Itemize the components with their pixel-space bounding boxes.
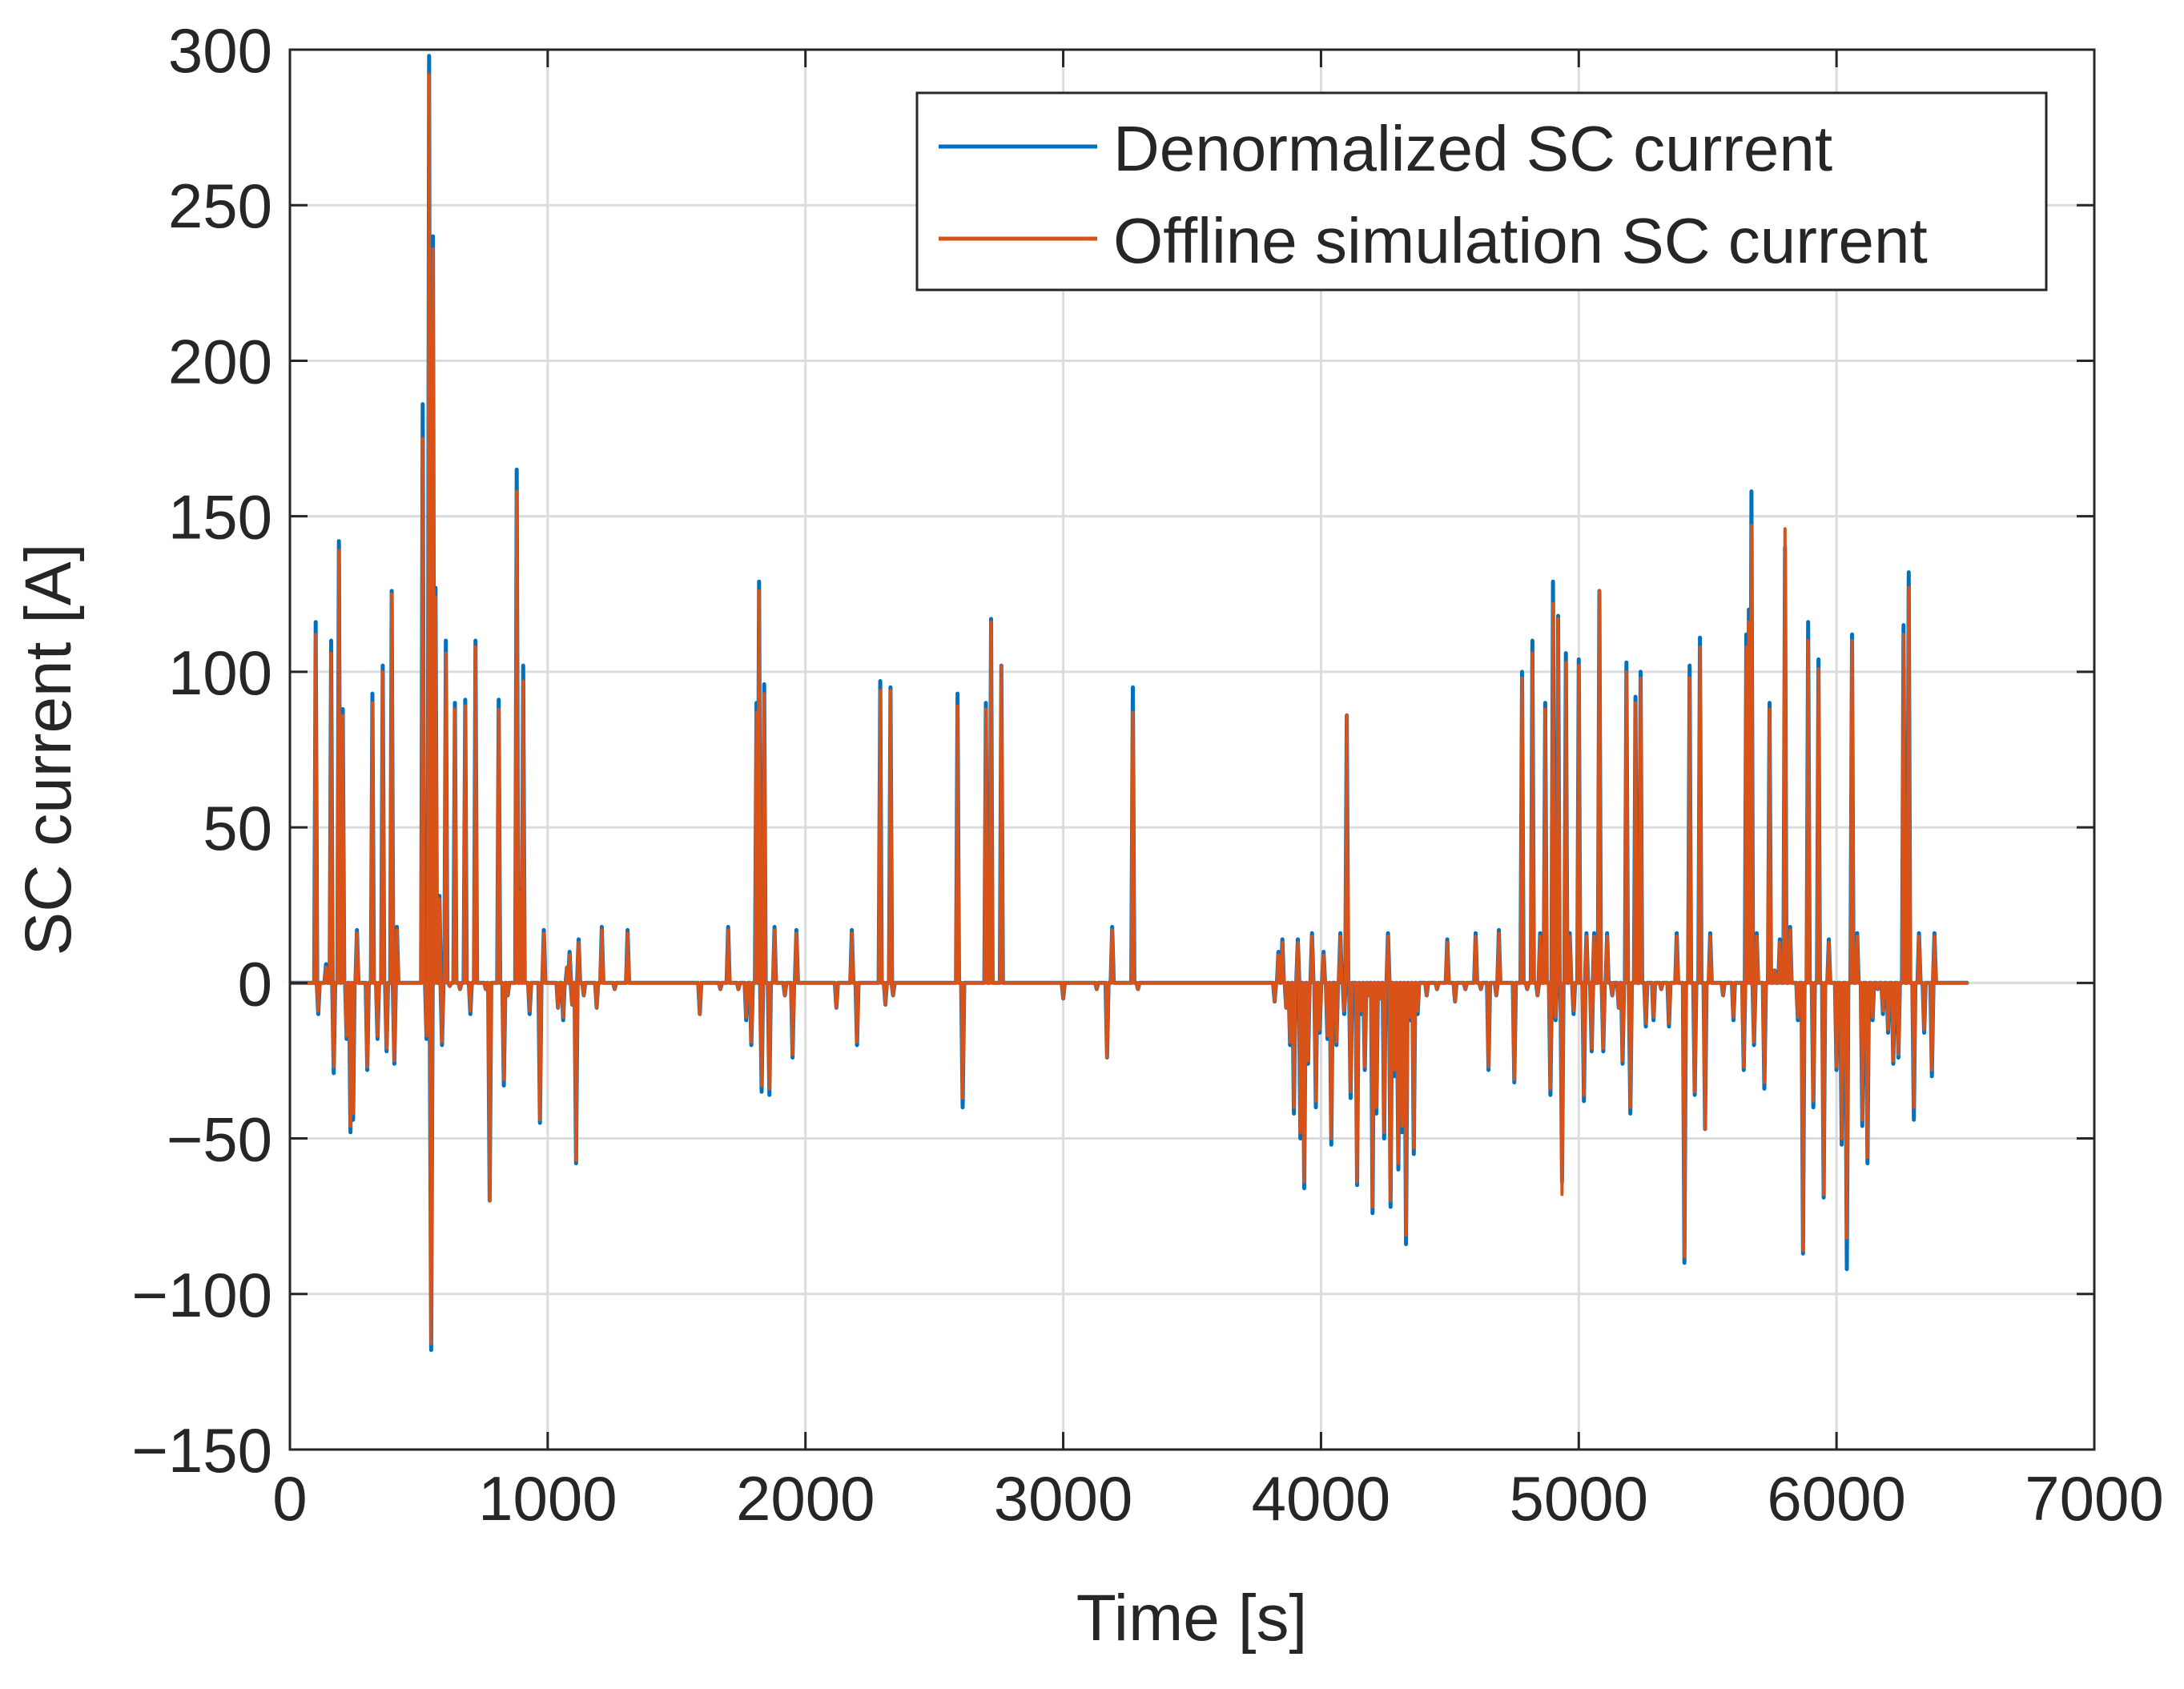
plot-series — [290, 54, 1969, 1353]
x-tick-label: 2000 — [736, 1463, 875, 1534]
x-tick-label: 5000 — [1510, 1463, 1649, 1534]
legend-label-series-1: Denormalized SC current — [1113, 113, 1832, 184]
y-axis-label: SC current [A] — [12, 544, 85, 956]
legend-label-series-2: Offline simulation SC current — [1113, 205, 1928, 276]
y-tick-label: 150 — [168, 482, 272, 553]
y-tick-label: 50 — [203, 793, 272, 863]
y-tick-label: 0 — [238, 948, 272, 1019]
x-tick-label: 0 — [272, 1463, 307, 1534]
y-tick-label: −50 — [167, 1104, 272, 1175]
x-tick-label: 1000 — [478, 1463, 617, 1534]
y-tick-labels: −150 −100 −50 0 50 100 150 200 250 300 — [131, 15, 272, 1486]
axes-box — [288, 48, 2096, 1451]
x-tick-label: 3000 — [994, 1463, 1133, 1534]
series-line-2 — [290, 73, 1969, 1345]
y-tick-label: −100 — [131, 1260, 272, 1330]
legend: Denormalized SC current Offline simulati… — [915, 91, 2048, 292]
x-tick-label: 6000 — [1767, 1463, 1906, 1534]
y-tick-label: 200 — [168, 326, 272, 396]
x-tick-label: 4000 — [1252, 1463, 1391, 1534]
axis-ticks — [288, 48, 2096, 1451]
y-tick-label: 300 — [168, 15, 272, 86]
x-tick-label: 7000 — [2025, 1463, 2164, 1534]
legend-box — [915, 91, 2048, 292]
y-tick-label: −150 — [131, 1415, 272, 1486]
x-axis-label: Time [s] — [1076, 1582, 1308, 1655]
y-tick-label: 250 — [168, 171, 272, 241]
x-tick-labels: 0 1000 2000 3000 4000 5000 6000 7000 — [272, 1463, 2163, 1534]
y-tick-label: 100 — [168, 637, 272, 708]
